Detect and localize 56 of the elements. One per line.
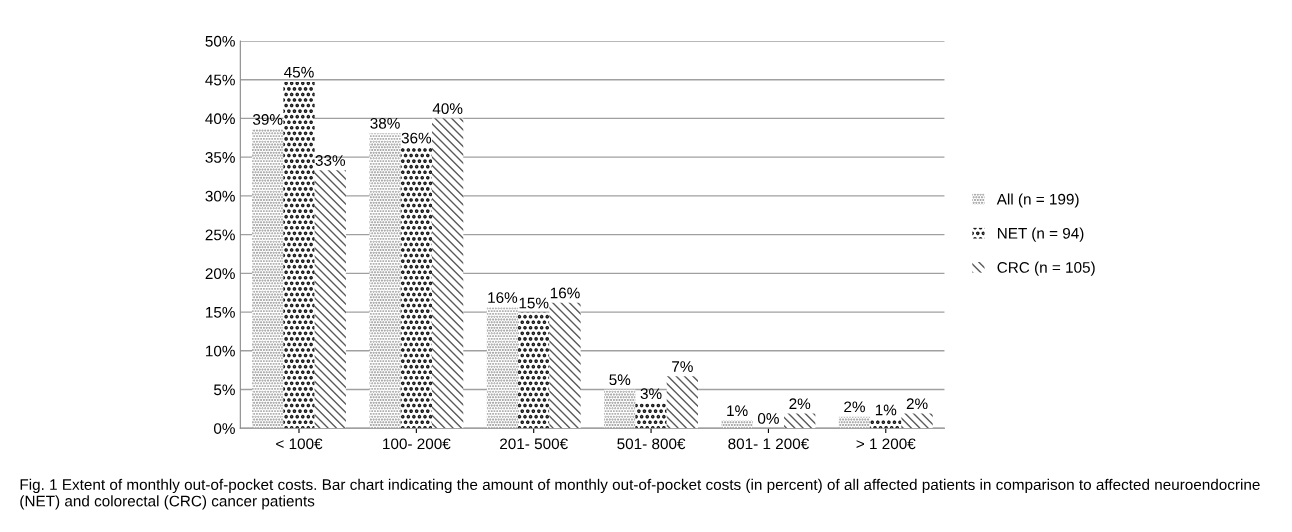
data-label: 7% [672,361,693,372]
y-tick-label: 10% [206,345,235,357]
bar [431,118,464,429]
bar [784,413,816,429]
data-label: 16% [550,287,580,299]
data-label: 45% [284,66,314,78]
bar [604,389,636,429]
x-tick-label: 801- 1 200€ [728,438,809,450]
bar [400,147,432,429]
data-label: 40% [432,103,463,115]
bar [252,129,284,429]
x-tick-label: 501- 800€ [617,438,686,450]
x-tick-label: < 100€ [276,438,323,450]
bar [518,312,550,429]
bar [635,403,667,429]
y-tick-label: 20% [205,268,235,280]
data-label: 33% [315,155,346,166]
data-label: 16% [488,292,518,304]
y-tick-label: 40% [205,113,235,125]
data-label: 5% [609,374,631,386]
y-tick-label: 5% [213,384,235,396]
y-tick-label: 25% [205,229,235,241]
data-label: 2% [844,401,865,413]
bar [283,82,315,429]
legend-label: CRC (n = 105) [997,261,1095,276]
y-tick-label: 45% [205,74,235,86]
bar [901,413,933,429]
data-label: 2% [906,398,928,410]
y-tick-label: 15% [206,307,235,318]
legend-label: NET (n = 94) [997,227,1084,242]
bar [721,420,753,429]
legend-label: All (n = 199) [996,193,1079,208]
data-label: 1% [875,404,897,416]
bar [486,307,519,429]
data-label: 1% [727,405,748,417]
y-tick-label: 30% [205,190,235,202]
x-tick-label: 100- 200€ [383,438,451,450]
data-label: 39% [252,114,283,125]
data-label: 0% [757,413,779,424]
y-tick-label: 35% [205,152,235,163]
bar [314,170,346,429]
y-tick-label: 0% [213,423,235,434]
data-label: 2% [789,398,811,410]
data-label: 36% [401,132,432,144]
caption: Fig. 1 Extent of monthly out-of-pocket costs. Bar chart indicating the amount of monthly out-of-pocket costs (in percent) of all affected patients in comparison to affected neuroendocrine (NET) and colorectal (CRC) cancer patients [20,478,1260,510]
x-tick-label: > 1 200€ [856,438,916,450]
data-label: 38% [370,117,400,129]
bar [369,133,401,429]
x-tick-label: 201- 500€ [500,438,568,450]
data-label: 3% [640,388,662,400]
bar [666,376,698,429]
y-tick-label: 50% [205,35,235,47]
bar [870,419,902,429]
bar [838,416,871,429]
data-label: 15% [519,297,549,309]
bar [549,302,581,429]
